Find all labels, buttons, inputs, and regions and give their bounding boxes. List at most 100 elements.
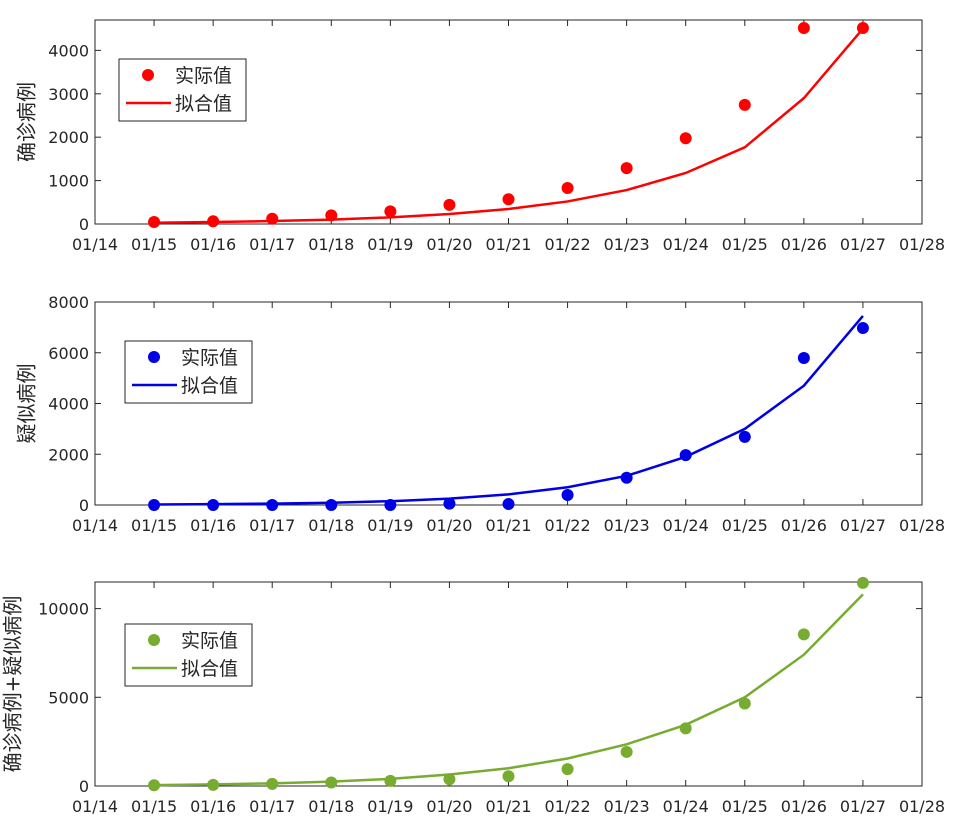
data-point (443, 198, 456, 211)
data-point (325, 776, 338, 789)
y-axis-label: 疑似病例 (15, 364, 39, 444)
x-tick-label: 01/19 (367, 797, 413, 816)
legend-box (118, 58, 247, 122)
x-tick-label: 01/23 (604, 516, 650, 535)
y-tick-label: 0 (79, 215, 89, 234)
x-tick-label: 01/28 (899, 516, 945, 535)
legend-marker-dot (142, 69, 154, 81)
data-point (384, 774, 397, 787)
x-tick-label: 01/27 (840, 516, 886, 535)
data-point (856, 576, 869, 589)
y-tick-label: 1000 (48, 172, 89, 191)
x-tick-label: 01/16 (190, 516, 236, 535)
y-tick-label: 6000 (48, 344, 89, 363)
data-point (207, 499, 220, 511)
data-point (738, 697, 751, 710)
x-tick-label: 01/19 (367, 516, 413, 535)
x-tick-label: 01/15 (131, 516, 177, 535)
plot-area (94, 19, 923, 225)
data-point (561, 489, 574, 502)
x-tick-label: 01/26 (781, 516, 827, 535)
y-tick-label: 0 (79, 496, 89, 515)
legend-label: 实际值 (181, 630, 238, 652)
y-tick-label: 2000 (48, 128, 89, 147)
legend-label: 拟合值 (175, 93, 232, 115)
data-point (738, 98, 751, 111)
x-tick-label: 01/20 (426, 797, 472, 816)
x-tick-label: 01/23 (604, 235, 650, 254)
x-tick-label: 01/17 (249, 516, 295, 535)
x-tick-label: 01/23 (604, 797, 650, 816)
x-tick-label: 01/14 (72, 797, 118, 816)
legend-label: 实际值 (181, 347, 238, 369)
x-tick-label: 01/27 (840, 235, 886, 254)
x-tick-label: 01/26 (781, 797, 827, 816)
x-tick-label: 01/20 (426, 516, 472, 535)
data-point (443, 497, 456, 510)
data-point (502, 193, 515, 206)
y-tick-label: 8000 (48, 293, 89, 312)
data-point (797, 351, 810, 364)
data-point (620, 162, 633, 175)
data-point (561, 763, 574, 776)
x-tick-label: 01/28 (899, 235, 945, 254)
data-point (502, 770, 515, 783)
y-tick-label: 4000 (48, 41, 89, 60)
x-tick-label: 01/17 (249, 797, 295, 816)
x-tick-label: 01/21 (485, 797, 531, 816)
data-point (266, 212, 279, 225)
legend-marker-dot (148, 351, 160, 363)
y-tick-label: 4000 (48, 395, 89, 414)
data-point (148, 499, 161, 511)
data-point (797, 628, 810, 641)
chart-panel-2: 01/14 01/15 01/16 01/17 01/18 01/19 01/20 01/21… (15, 293, 946, 535)
x-tick-label: 01/22 (545, 797, 591, 816)
x-tick-label: 01/14 (72, 516, 118, 535)
legend-label: 拟合值 (181, 658, 238, 680)
y-tick-label: 5000 (48, 688, 89, 707)
x-tick-label: 01/21 (485, 235, 531, 254)
data-point (266, 499, 279, 511)
x-tick-label: 01/25 (722, 235, 768, 254)
x-tick-label: 01/28 (899, 797, 945, 816)
x-tick-label: 01/25 (722, 516, 768, 535)
x-tick-label: 01/17 (249, 235, 295, 254)
data-point (561, 181, 574, 194)
x-tick-label: 01/19 (367, 235, 413, 254)
data-point (679, 449, 692, 462)
y-tick-label: 2000 (48, 445, 89, 464)
x-tick-label: 01/22 (545, 516, 591, 535)
legend-label: 实际值 (175, 65, 232, 87)
data-point (148, 779, 161, 792)
x-tick-label: 01/14 (72, 235, 118, 254)
data-point (797, 22, 810, 35)
data-point (325, 209, 338, 222)
x-tick-label: 01/15 (131, 797, 177, 816)
x-tick-label: 01/15 (131, 235, 177, 254)
data-point (738, 430, 751, 443)
legend-box (124, 623, 253, 687)
x-tick-label: 01/16 (190, 235, 236, 254)
data-point (384, 499, 397, 511)
x-tick-label: 01/24 (663, 797, 709, 816)
x-tick-label: 01/20 (426, 235, 472, 254)
x-tick-label: 01/16 (190, 797, 236, 816)
chart-panel-1: 01/14 01/15 01/16 01/17 01/18 01/19 01/20 01/21… (15, 19, 945, 254)
data-point (443, 773, 456, 786)
data-point (148, 216, 161, 229)
x-tick-label: 01/18 (308, 797, 354, 816)
data-point (325, 499, 338, 511)
y-tick-label: 10000 (38, 600, 89, 619)
data-point (856, 322, 869, 335)
data-point (620, 745, 633, 758)
y-tick-label: 0 (79, 777, 89, 796)
legend-label: 拟合值 (181, 375, 238, 397)
x-tick-label: 01/24 (663, 235, 709, 254)
chart-panel-3: 01/14 01/15 01/16 01/17 01/18 01/19 01/20 01/21… (1, 576, 945, 816)
data-point (384, 205, 397, 218)
y-axis-label: 确诊病例 (15, 82, 39, 162)
